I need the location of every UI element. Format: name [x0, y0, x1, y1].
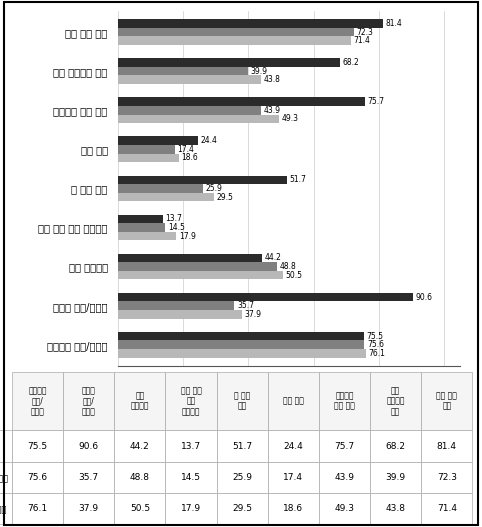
Bar — [118, 262, 277, 271]
Text: 17.9: 17.9 — [179, 231, 196, 241]
Bar — [118, 184, 202, 193]
Text: 18.6: 18.6 — [181, 153, 198, 162]
Text: 49.3: 49.3 — [281, 114, 298, 123]
Bar — [118, 301, 234, 310]
Bar — [118, 175, 287, 184]
Text: 13.7: 13.7 — [165, 214, 182, 223]
Text: 75.7: 75.7 — [367, 97, 385, 106]
Text: 24.4: 24.4 — [200, 136, 217, 145]
Text: 48.8: 48.8 — [280, 262, 296, 271]
Text: 72.3: 72.3 — [356, 27, 373, 36]
Bar — [118, 340, 364, 349]
Bar — [118, 310, 241, 319]
Text: 81.4: 81.4 — [386, 19, 403, 28]
Bar — [118, 193, 214, 201]
Bar — [118, 97, 365, 106]
Text: 68.2: 68.2 — [343, 58, 360, 67]
Bar — [118, 232, 176, 240]
Bar — [118, 58, 340, 67]
Text: 51.7: 51.7 — [289, 175, 306, 184]
Text: 39.9: 39.9 — [251, 66, 268, 76]
Text: 50.5: 50.5 — [285, 271, 302, 280]
Text: 14.5: 14.5 — [168, 223, 185, 232]
Bar — [118, 153, 179, 162]
Bar — [118, 106, 261, 114]
Bar — [118, 67, 248, 75]
Text: 29.5: 29.5 — [217, 192, 234, 201]
Text: 71.4: 71.4 — [353, 36, 370, 45]
Bar — [118, 332, 364, 340]
Bar — [118, 136, 198, 145]
Bar — [118, 19, 383, 28]
Bar — [118, 293, 414, 301]
Bar — [118, 349, 366, 358]
Text: 75.5: 75.5 — [367, 331, 384, 340]
Bar — [118, 36, 351, 45]
Bar — [118, 223, 165, 232]
Bar — [118, 145, 175, 153]
Text: 76.1: 76.1 — [369, 349, 386, 358]
Text: 35.7: 35.7 — [237, 301, 254, 310]
Text: 43.8: 43.8 — [264, 75, 281, 84]
Text: 43.9: 43.9 — [264, 106, 281, 115]
Bar — [118, 271, 282, 279]
Text: 25.9: 25.9 — [205, 184, 222, 193]
Bar — [118, 114, 279, 123]
Text: 44.2: 44.2 — [265, 253, 281, 262]
Bar — [118, 75, 261, 84]
Bar — [118, 28, 354, 36]
Bar — [118, 214, 163, 223]
Text: 17.4: 17.4 — [177, 145, 194, 154]
Bar — [118, 253, 262, 262]
Text: 75.6: 75.6 — [367, 340, 384, 349]
Text: 90.6: 90.6 — [416, 292, 433, 301]
Text: 37.9: 37.9 — [244, 310, 261, 319]
